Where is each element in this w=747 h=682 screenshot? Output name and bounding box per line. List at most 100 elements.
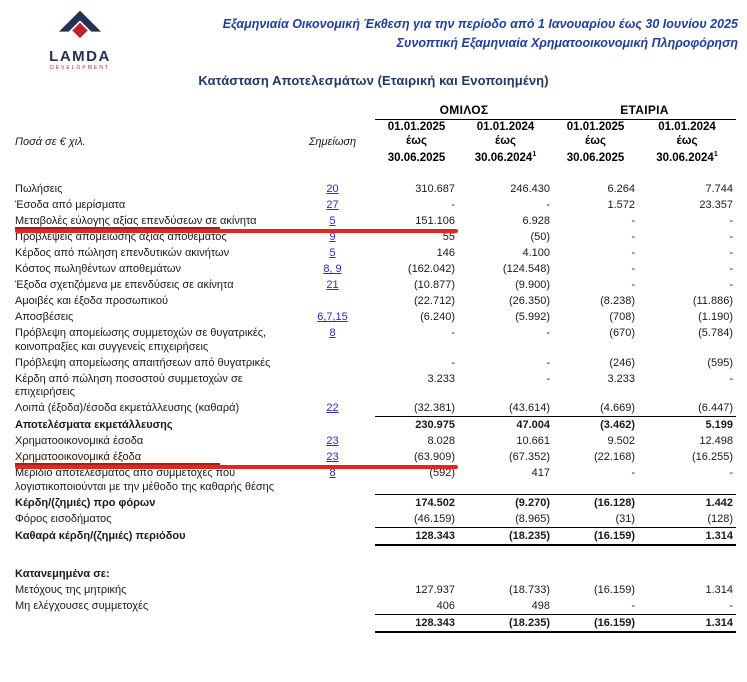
note-link[interactable]: 22 (326, 402, 339, 415)
value-cell: (22.712) (414, 295, 455, 308)
value-cell: - (451, 199, 455, 212)
note-link[interactable]: 23 (326, 435, 339, 448)
row-label (15, 614, 290, 632)
note-link[interactable]: 5 (329, 215, 336, 228)
note-cell: 21 (290, 277, 375, 293)
table-row: Έξοδα σχετιζόμενα με επενδύσεις σε ακίνη… (15, 277, 736, 293)
row-label: Κέρδη από πώληση ποσοστού συμμετοχών σε ε… (15, 372, 243, 399)
value-cell: - (631, 467, 635, 480)
group-header-row: ΟΜΙΛΟΣ ΕΤΑΙΡΙΑ (15, 103, 736, 120)
row-label: Πωλήσεις (15, 183, 63, 196)
note-link[interactable]: 9 (329, 231, 336, 244)
note-link[interactable]: 6,7,15 (317, 311, 348, 324)
value-cell: - (729, 279, 733, 292)
note-cell (290, 416, 375, 433)
logo-brand-text: LAMDA (49, 48, 111, 65)
value-cell: 146 (436, 247, 455, 260)
value-cell: 1.314 (638, 526, 736, 546)
table-row: Έσοδα από μερίσματα 27 - - 1.572 23.357 (15, 197, 736, 213)
value-cell: 3.233 (427, 372, 455, 385)
note-cell (290, 354, 375, 370)
value-cell: (16.255) (692, 451, 733, 464)
value-cell: (5.784) (698, 327, 733, 340)
value-cell: - (546, 372, 550, 385)
value-cell: 6.264 (607, 183, 635, 196)
period-header-1: 01.01.2025 έως 30.06.2025 (387, 121, 446, 164)
value-cell: (5.992) (515, 311, 550, 324)
value-cell: (8.238) (600, 295, 635, 308)
value-cell: (162.042) (407, 263, 455, 276)
group-header-omilos: ΟΜΙΛΟΣ (375, 103, 553, 120)
document-title-line2: Συνοπτική Εξαμηνιαία Χρηματοοικονομική Π… (396, 36, 738, 51)
table-row: Χρηματοοικονομικά έσοδα 23 8.028 10.661 9.50… (15, 433, 736, 449)
value-cell: - (729, 467, 733, 480)
value-cell: (4.669) (600, 402, 635, 415)
row-label: Αμοιβές και έξοδα προσωπικού (15, 295, 168, 308)
value-cell: (43.614) (509, 402, 550, 415)
note-column-label: Σημείωση (308, 136, 357, 149)
value-cell: - (729, 215, 733, 228)
value-cell: - (729, 372, 733, 385)
value-cell (638, 566, 736, 582)
value-cell: - (631, 247, 635, 260)
value-cell: (6.240) (420, 311, 455, 324)
note-link[interactable]: 21 (326, 279, 339, 292)
value-cell: 47.004 (458, 415, 553, 433)
value-cell: 246.430 (510, 183, 550, 196)
row-label: Μη ελέγχουσες συμμετοχές (15, 600, 149, 613)
value-cell: - (546, 356, 550, 369)
value-cell: - (451, 356, 455, 369)
note-link[interactable]: 27 (326, 199, 339, 212)
value-cell: (9.270) (458, 493, 553, 511)
value-cell: (11.886) (692, 295, 733, 308)
value-cell: (3.462) (553, 415, 638, 433)
row-label: Χρηματοοικονομικά έσοδα (15, 435, 144, 448)
table-row: 128.343 (18.235) (16.159) 1.314 (15, 613, 736, 633)
value-cell: 10.661 (516, 435, 550, 448)
value-cell: - (631, 279, 635, 292)
table-row: Κέρδη από πώληση ποσοστού συμμετοχών σε ε… (15, 370, 736, 400)
note-link[interactable]: 8 (329, 467, 336, 480)
note-cell (290, 494, 375, 511)
note-cell: 8 (290, 325, 375, 355)
value-cell: 310.687 (415, 183, 455, 196)
note-cell: 23 (290, 433, 375, 449)
note-link[interactable]: 8, 9 (323, 263, 342, 276)
note-cell (290, 293, 375, 309)
note-cell (290, 614, 375, 632)
table-row: Καθαρά κέρδη/(ζημιές) περιόδου 128.343 (18… (15, 526, 736, 546)
value-cell: - (729, 600, 733, 613)
value-cell: - (631, 231, 635, 244)
note-cell: 23 (290, 449, 375, 465)
note-cell: 8 (290, 465, 375, 495)
spacer-row (15, 545, 736, 566)
note-cell: 27 (290, 197, 375, 213)
period-header-2: 01.01.2024 έως 30.06.20241 (474, 121, 537, 164)
note-cell: 22 (290, 400, 375, 417)
row-label: Προβλέψεις απομείωσης αξίας αποθέματος (15, 231, 227, 244)
value-cell: (18.235) (458, 526, 553, 546)
period-header-3: 01.01.2025 έως 30.06.2025 (566, 121, 625, 164)
table-row: Πωλήσεις 20 310.687 246.430 6.264 7.744 (15, 181, 736, 197)
note-link[interactable]: 23 (326, 451, 339, 464)
row-label: Πρόβλεψη απομείωσης συμμετοχών σε θυγατρ… (15, 327, 267, 353)
table-row: Φόρος εισοδήματος (46.159) (8.965) (31) (128… (15, 511, 736, 528)
value-cell (458, 566, 553, 582)
value-cell: 417 (531, 467, 550, 480)
income-statement-table: ΟΜΙΛΟΣ ΕΤΑΙΡΙΑ Ποσά σε € χιλ. Σημείωση 0… (15, 103, 736, 633)
note-cell: 5 (290, 245, 375, 261)
table-row: Κέρδη/(ζημιές) προ φόρων 174.502 (9.270) (1… (15, 493, 736, 511)
note-link[interactable]: 8 (329, 327, 336, 340)
value-cell: 7.744 (705, 183, 733, 196)
note-link[interactable]: 20 (326, 183, 339, 196)
value-cell: 128.343 (375, 613, 458, 633)
document-title-block: Εξαμηνιαία Οικονομική Έκθεση για την περ… (223, 15, 738, 54)
value-cell: (67.352) (509, 451, 550, 464)
row-label: Αποτελέσματα εκμετάλλευσης (15, 418, 173, 431)
value-cell: 128.343 (375, 526, 458, 546)
table-row: Χρηματοοικονομικά έξοδα 23 (63.909) (67.352… (15, 449, 736, 465)
row-label: Λοιπά (έξοδα)/έσοδα εκμετάλλευσης (καθαρ… (15, 402, 240, 415)
note-link[interactable]: 5 (329, 247, 336, 260)
value-cell: (708) (609, 311, 635, 324)
